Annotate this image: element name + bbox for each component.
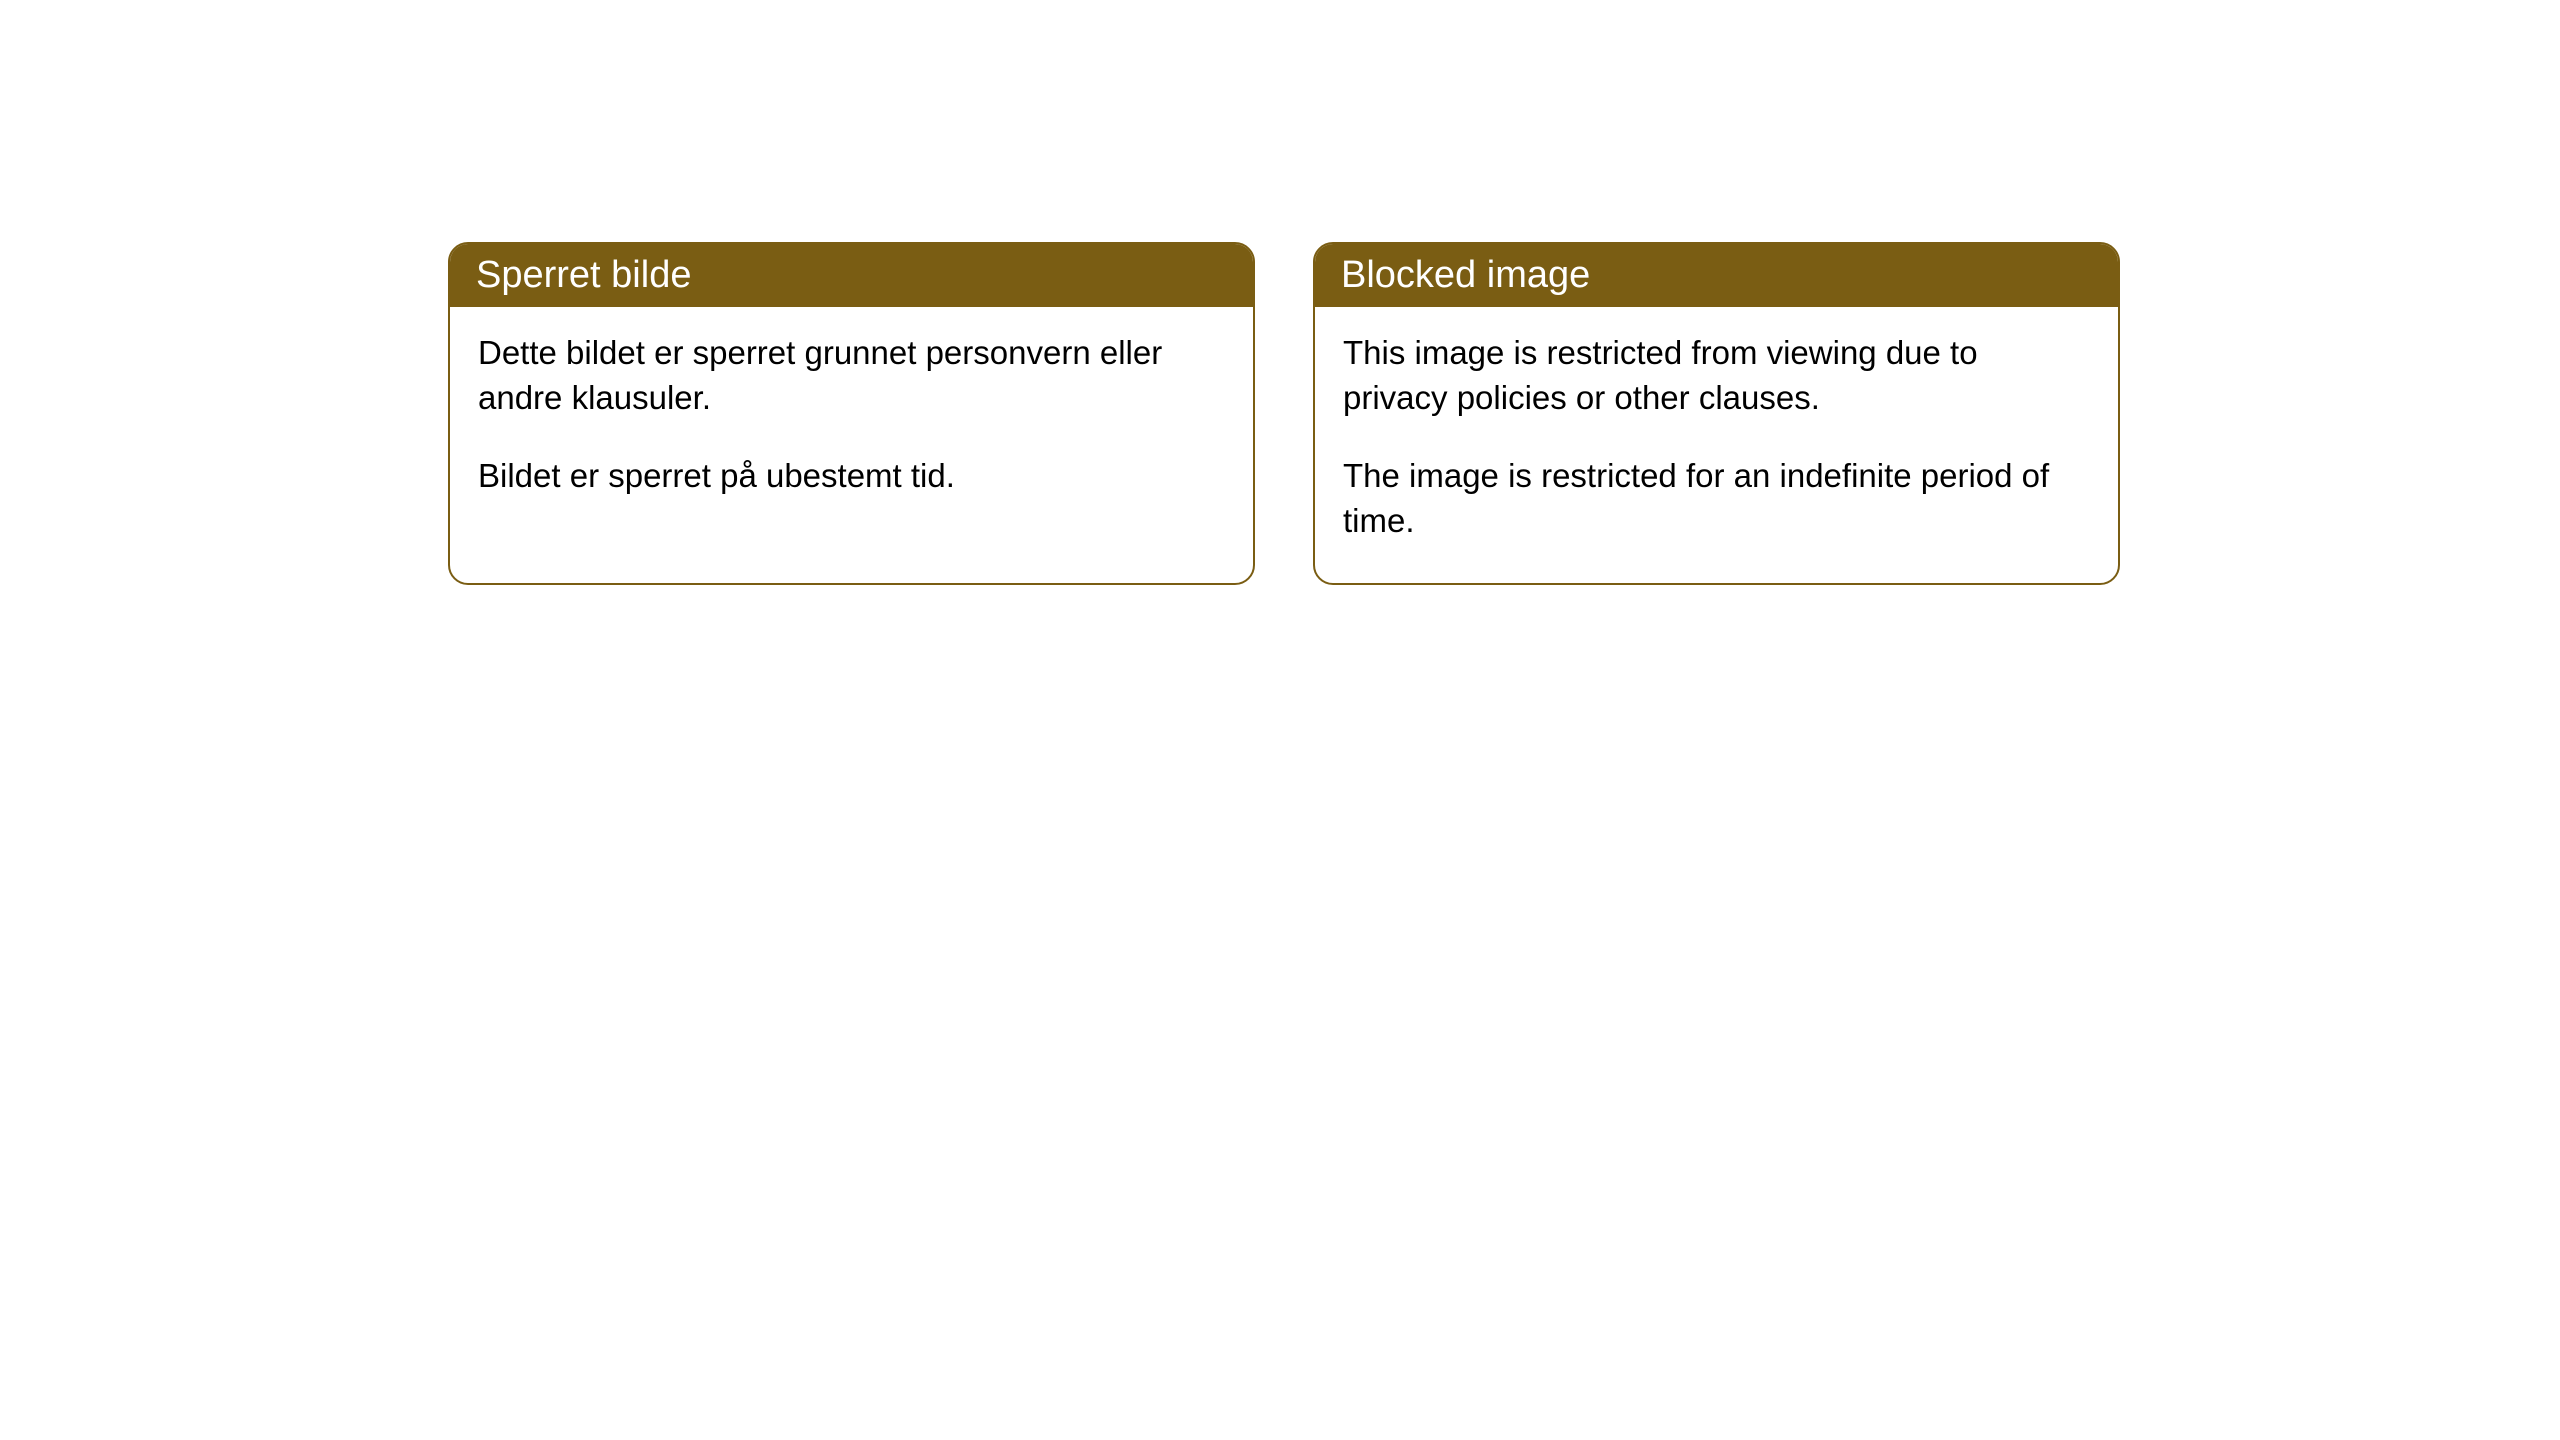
cards-container: Sperret bilde Dette bildet er sperret gr…	[0, 0, 2560, 585]
blocked-image-card-english: Blocked image This image is restricted f…	[1313, 242, 2120, 585]
card-body: Dette bildet er sperret grunnet personve…	[450, 307, 1253, 539]
card-paragraph: This image is restricted from viewing du…	[1343, 331, 2090, 420]
card-body: This image is restricted from viewing du…	[1315, 307, 2118, 583]
card-header: Sperret bilde	[450, 244, 1253, 307]
card-paragraph: Bildet er sperret på ubestemt tid.	[478, 454, 1225, 499]
card-header: Blocked image	[1315, 244, 2118, 307]
card-paragraph: Dette bildet er sperret grunnet personve…	[478, 331, 1225, 420]
blocked-image-card-norwegian: Sperret bilde Dette bildet er sperret gr…	[448, 242, 1255, 585]
card-paragraph: The image is restricted for an indefinit…	[1343, 454, 2090, 543]
